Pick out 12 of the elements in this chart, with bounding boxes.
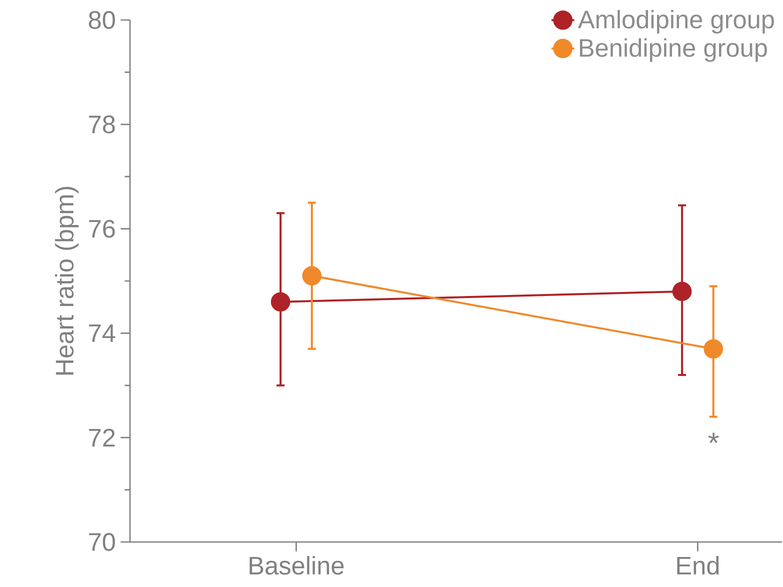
y-tick-label: 72: [89, 428, 115, 446]
y-tick-label: 78: [89, 115, 115, 134]
annotation: *: [708, 432, 719, 444]
y-tick-label: 70: [89, 533, 115, 551]
x-tick-label: End: [677, 556, 719, 575]
y-tick-label: 80: [88, 11, 115, 29]
y-axis-title: Heart ratio (bpm): [55, 186, 79, 375]
x-tick-label: Baseline: [250, 556, 344, 575]
y-tick-label: 76: [89, 220, 115, 238]
y-tick-label: 74: [89, 324, 116, 342]
legend-label: Amlodipine group: [578, 10, 774, 34]
legend-label: Benidipine group: [580, 38, 767, 62]
